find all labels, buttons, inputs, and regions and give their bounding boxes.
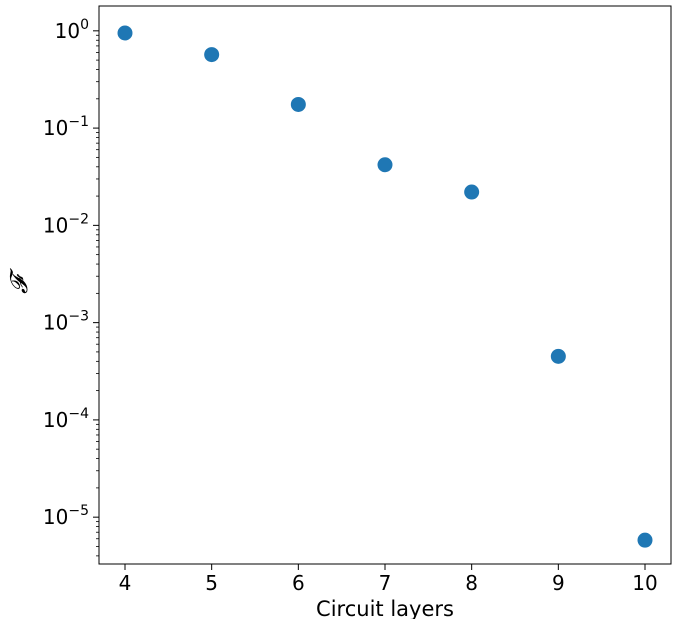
y-tick-exponent: 0 [80,17,89,33]
x-tick-label: 5 [205,571,218,595]
y-tick-exponent: −2 [68,211,89,227]
y-tick-exponent: −1 [68,114,89,130]
plot-area [98,5,672,565]
y-tick-base: 10 [43,116,68,140]
x-axis-label: Circuit layers [316,597,454,619]
x-tick-label: 8 [465,571,478,595]
data-point [377,157,393,173]
y-tick-label: 10−2 [43,211,89,237]
data-point [637,532,653,548]
y-tick-base: 10 [43,505,68,529]
y-tick-exponent: −5 [68,503,89,519]
x-tick-label: 4 [119,571,132,595]
y-tick-base: 10 [43,213,68,237]
y-tick-label: 10−5 [43,503,89,529]
data-point [117,25,133,41]
data-points [117,25,653,548]
y-axis-label: 𝓕 [5,268,33,294]
data-point [290,96,306,112]
y-tick-label: 10−1 [43,114,89,140]
y-tick-base: 10 [43,311,68,335]
y-tick-exponent: −3 [68,309,89,325]
data-point [464,184,480,200]
x-tick-label: 10 [632,571,657,595]
x-tick-label: 7 [379,571,392,595]
x-axis-ticks: 4 5 6 7 8 9 10 [119,564,658,595]
y-tick-exponent: −4 [68,406,89,422]
y-tick-base: 10 [55,19,80,43]
x-tick-label: 6 [292,571,305,595]
y-tick-label: 10−3 [43,309,89,335]
y-tick-label: 10−4 [43,406,89,432]
y-tick-label: 100 [55,17,89,43]
x-tick-label: 9 [552,571,565,595]
data-point [204,47,220,63]
data-point [550,348,566,364]
y-tick-base: 10 [43,408,68,432]
